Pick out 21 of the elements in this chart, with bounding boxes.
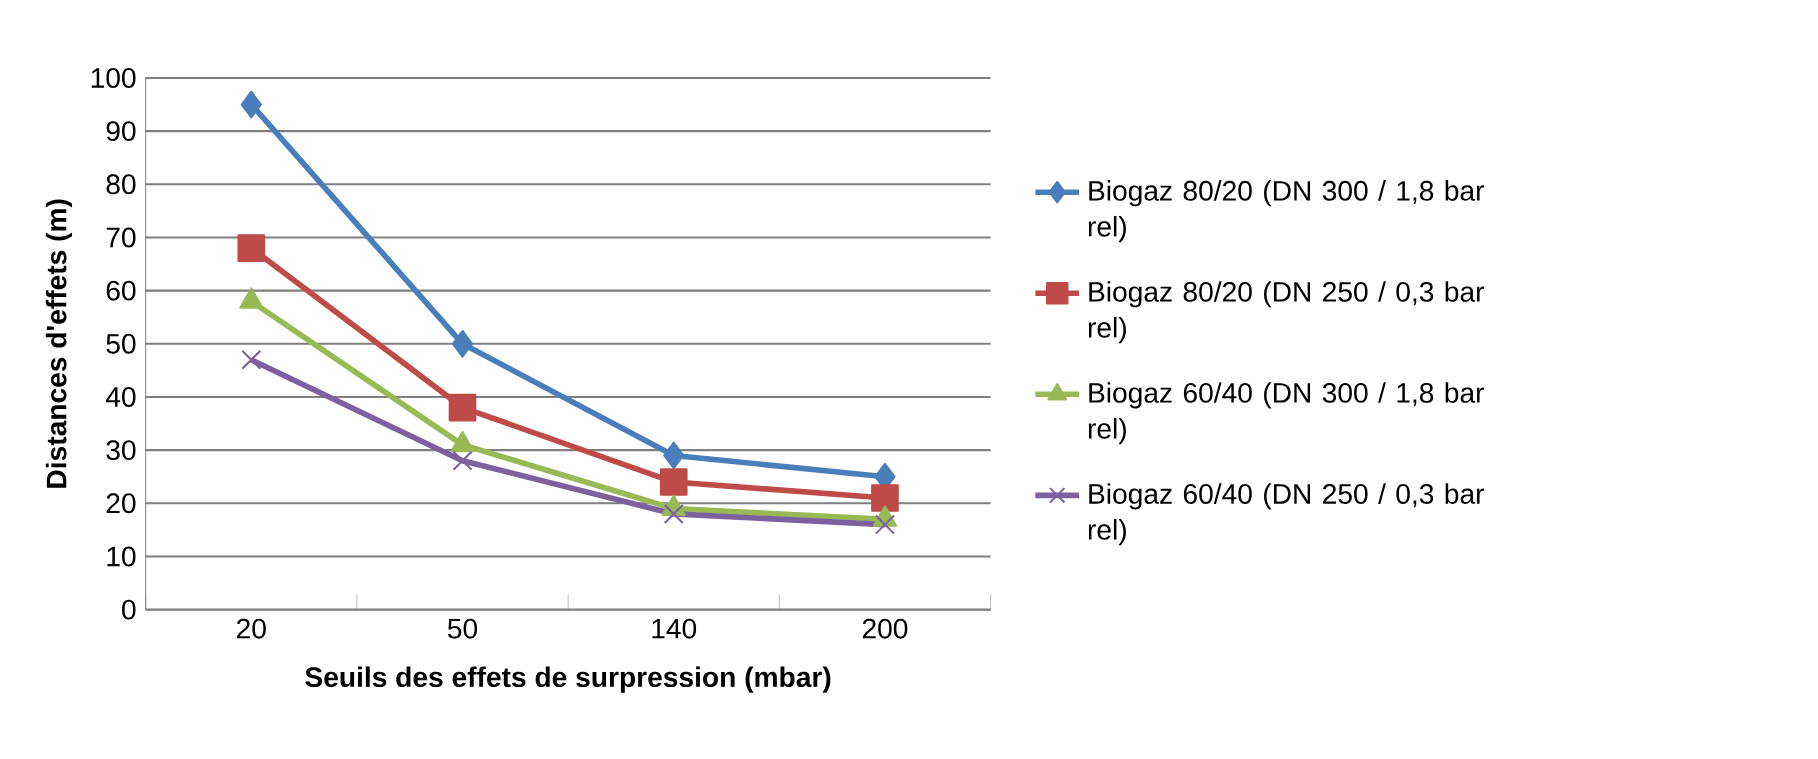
y-tick-label: 30	[106, 440, 136, 461]
y-tick-label: 100	[91, 68, 136, 88]
x-tick-label: 50	[447, 618, 478, 639]
y-tick-label: 70	[106, 227, 136, 248]
y-tick-label: 90	[106, 121, 136, 142]
x-tick-label: 200	[862, 618, 908, 639]
y-tick-label: 40	[105, 387, 136, 407]
y-tick-label: 50	[106, 333, 136, 354]
x-tick-label: 20	[237, 618, 266, 639]
y-tick-label: 10	[107, 546, 136, 567]
legend-label: Biogaz 80/20 (DN 300 / 1,8 bar rel)	[1088, 180, 1485, 243]
legend-label: Biogaz 60/40 (DN 300 / 1,8 bar rel)	[1088, 382, 1485, 445]
y-tick-label: 20	[106, 493, 136, 514]
legend-label: Biogaz 60/40 (DN 250 / 0,3 bar rel)	[1088, 483, 1485, 546]
y-tick-label: 0	[122, 599, 136, 620]
y-axis-title: Distances d'effets (m)	[45, 199, 73, 488]
x-axis-title: Seuils des effets de surpression (mbar)	[305, 666, 831, 693]
y-tick-label: 60	[106, 280, 136, 301]
y-tick-label: 80	[106, 174, 136, 195]
x-tick-label: 140	[652, 618, 697, 639]
legend-label: Biogaz 80/20 (DN 250 / 0,3 bar rel)	[1088, 281, 1485, 344]
